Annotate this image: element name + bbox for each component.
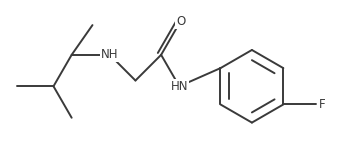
Text: HN: HN	[171, 80, 188, 93]
Text: F: F	[319, 98, 326, 111]
Text: NH: NH	[101, 48, 119, 61]
Text: O: O	[176, 15, 185, 28]
